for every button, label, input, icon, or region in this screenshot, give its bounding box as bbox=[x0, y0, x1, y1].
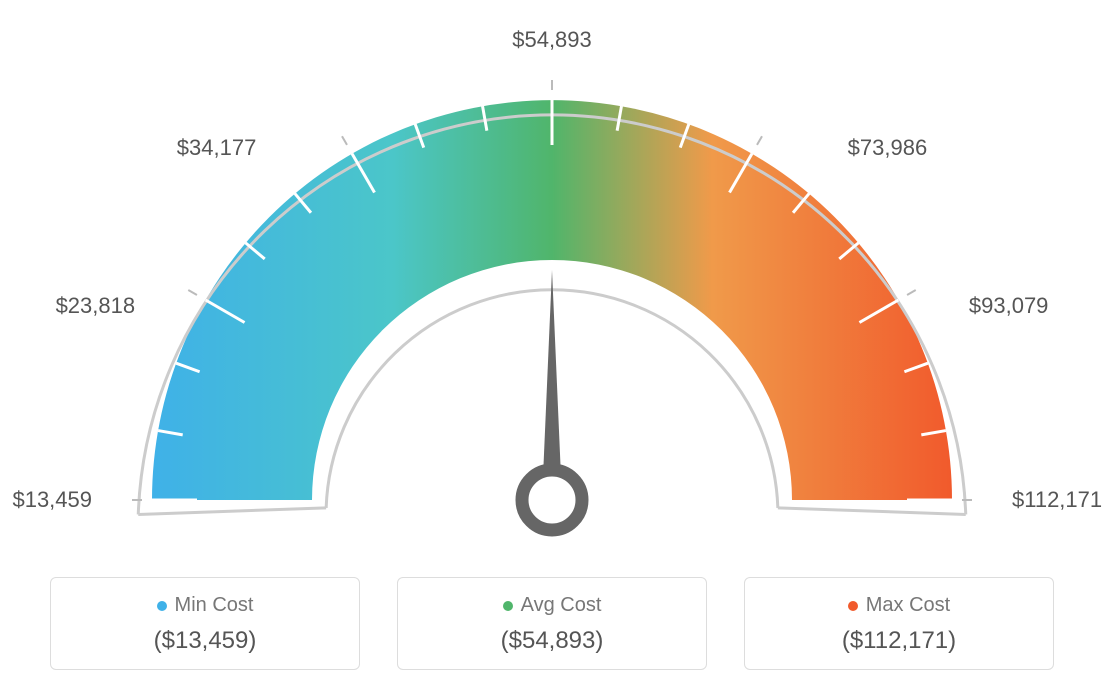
legend-title-max: Max Cost bbox=[755, 594, 1043, 617]
legend-title-min: Min Cost bbox=[61, 594, 349, 617]
legend-value-avg: ($54,893) bbox=[408, 627, 696, 655]
legend-value-max: ($112,171) bbox=[755, 627, 1043, 655]
gauge-area: $13,459 $23,818 $34,177 $54,893 $73,986 $93,0… bbox=[0, 0, 1104, 560]
legend-title-text: Min Cost bbox=[175, 594, 254, 617]
legend-row: Min Cost ($13,459) Avg Cost ($54,893) Ma… bbox=[0, 577, 1104, 670]
dot-icon bbox=[848, 601, 858, 611]
scale-label: $73,986 bbox=[848, 135, 928, 161]
scale-label: $23,818 bbox=[56, 293, 136, 319]
scale-label: $54,893 bbox=[512, 27, 592, 53]
scale-label: $34,177 bbox=[177, 135, 257, 161]
legend-card-max: Max Cost ($112,171) bbox=[744, 577, 1054, 670]
scale-label: $13,459 bbox=[12, 487, 92, 513]
legend-title-avg: Avg Cost bbox=[408, 594, 696, 617]
dot-icon bbox=[503, 601, 513, 611]
dot-icon bbox=[157, 601, 167, 611]
legend-value-min: ($13,459) bbox=[61, 627, 349, 655]
legend-title-text: Avg Cost bbox=[521, 594, 602, 617]
gauge-svg bbox=[0, 0, 1104, 560]
legend-card-avg: Avg Cost ($54,893) bbox=[397, 577, 707, 670]
cost-gauge-widget: $13,459 $23,818 $34,177 $54,893 $73,986 $93,0… bbox=[0, 0, 1104, 690]
legend-card-min: Min Cost ($13,459) bbox=[50, 577, 360, 670]
legend-title-text: Max Cost bbox=[866, 594, 950, 617]
scale-label: $93,079 bbox=[969, 293, 1049, 319]
scale-label: $112,171 bbox=[1012, 487, 1102, 513]
